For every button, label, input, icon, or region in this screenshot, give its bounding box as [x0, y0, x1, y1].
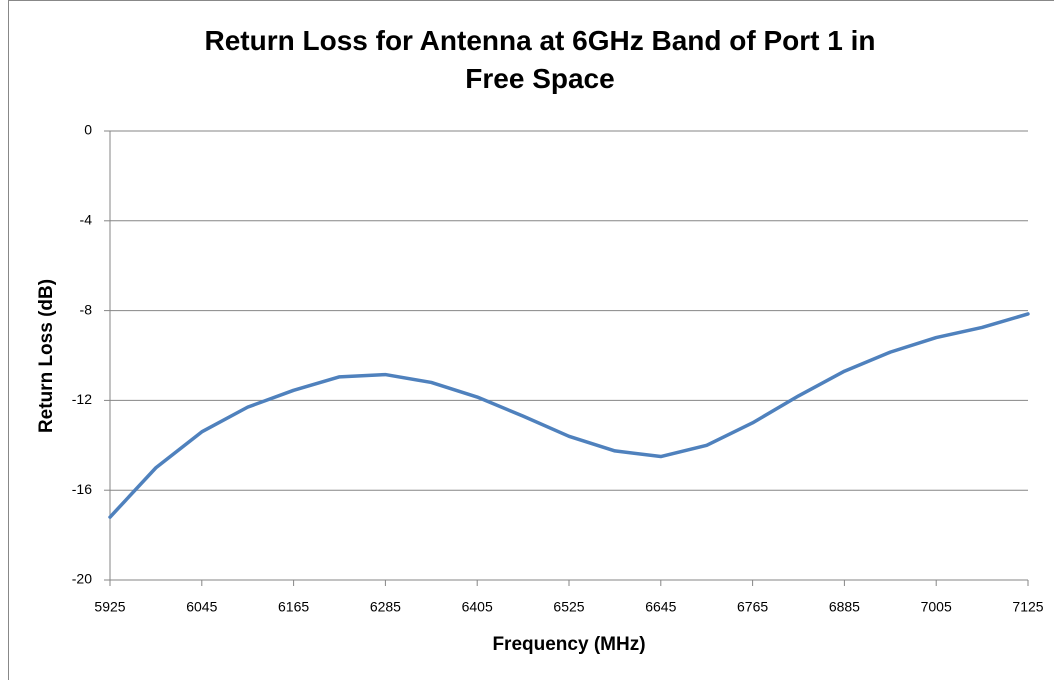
x-tick-label: 6765 [737, 599, 768, 615]
x-tick-label: 6285 [370, 599, 401, 615]
data-line [108, 312, 1030, 519]
y-tick-label: -4 [80, 212, 93, 228]
y-tick-label: -8 [80, 301, 93, 317]
x-tick-label: 6405 [462, 599, 493, 615]
y-tick-label: -12 [72, 391, 92, 407]
x-tick-label: 6645 [645, 599, 676, 615]
x-tick-label: 7125 [1012, 599, 1043, 615]
chart-frame [8, 0, 1054, 680]
y-tick-label: 0 [84, 122, 92, 138]
chart-title: Return Loss for Antenna at 6GHz Band of … [204, 25, 876, 94]
x-tick-label: 5925 [94, 599, 125, 615]
x-tick-label: 6525 [553, 599, 584, 615]
x-tick-label: 6885 [829, 599, 860, 615]
y-axis-title: Return Loss (dB) [36, 279, 57, 433]
x-tick-label: 6045 [186, 599, 217, 615]
x-tick-label: 6165 [278, 599, 309, 615]
x-axis-title: Frequency (MHz) [492, 634, 645, 655]
x-tick-label: 7005 [921, 599, 952, 615]
y-tick-label: -16 [72, 481, 92, 497]
y-tick-label: -20 [72, 571, 92, 587]
